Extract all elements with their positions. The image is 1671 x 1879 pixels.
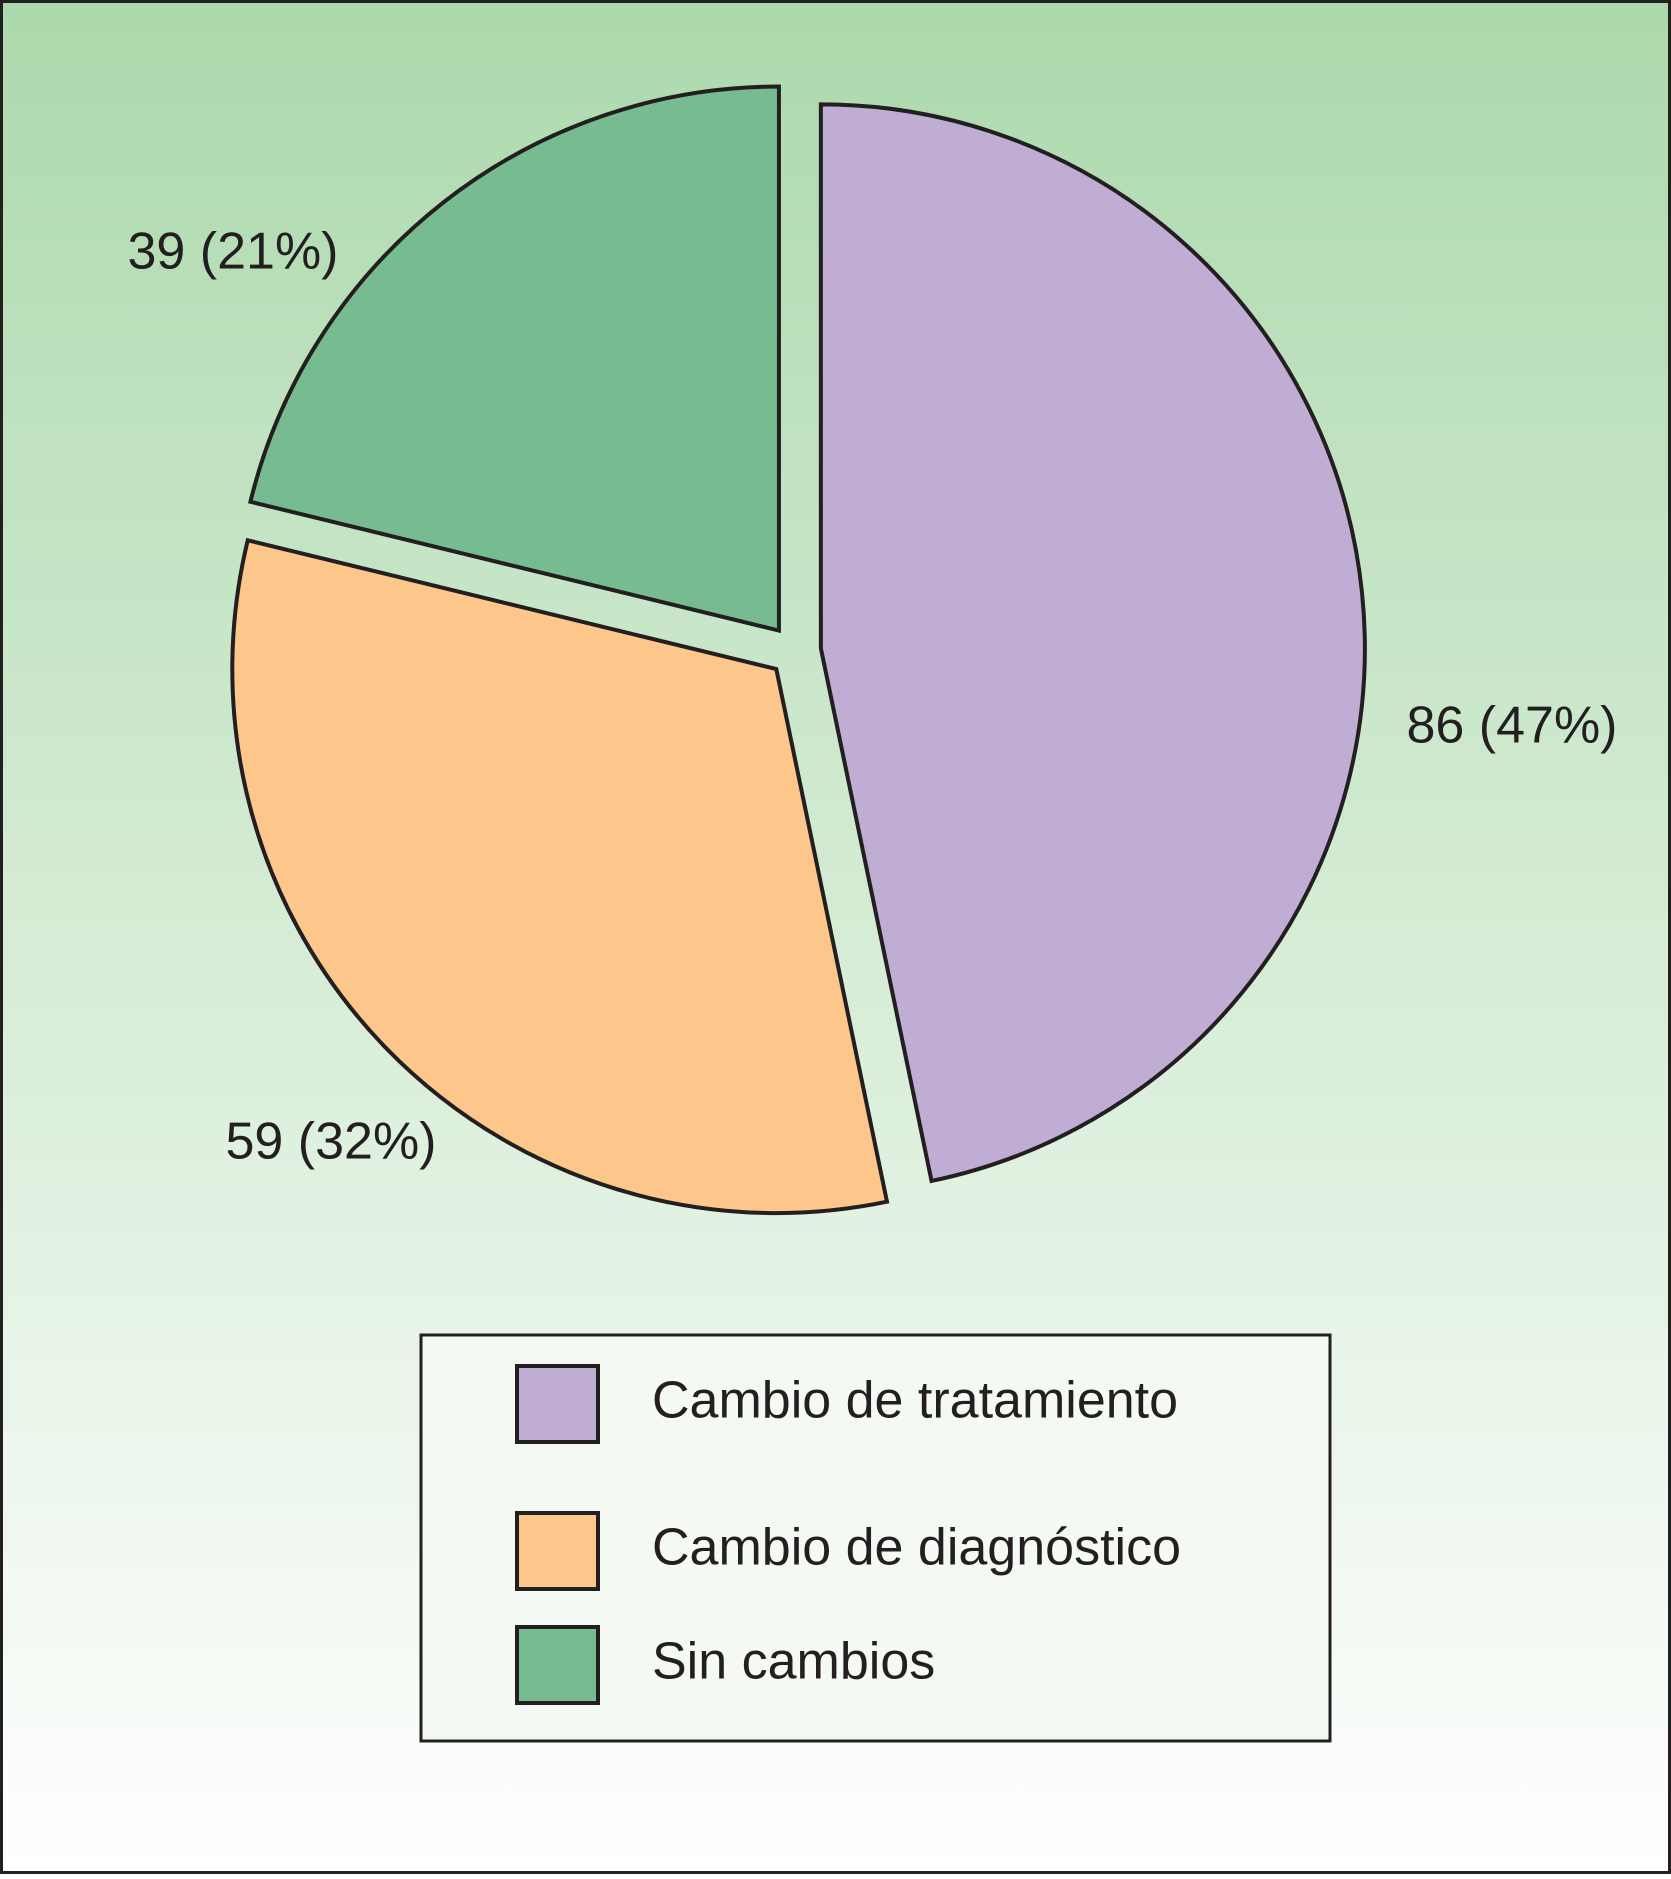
data-label: 59 (32%) [226, 1113, 437, 1171]
legend-swatch [515, 1511, 600, 1591]
data-label: 39 (21%) [128, 223, 339, 281]
legend-swatch [515, 1364, 600, 1444]
data-label: 86 (47%) [1407, 697, 1618, 755]
legend-swatch [515, 1625, 600, 1705]
legend-label: Cambio de tratamiento [652, 1372, 1178, 1430]
pie-slice [818, 102, 1367, 1184]
pie-slice [230, 537, 890, 1216]
pie-slice [247, 84, 781, 634]
legend-label: Cambio de diagnóstico [652, 1519, 1181, 1577]
legend-label: Sin cambios [652, 1633, 935, 1691]
